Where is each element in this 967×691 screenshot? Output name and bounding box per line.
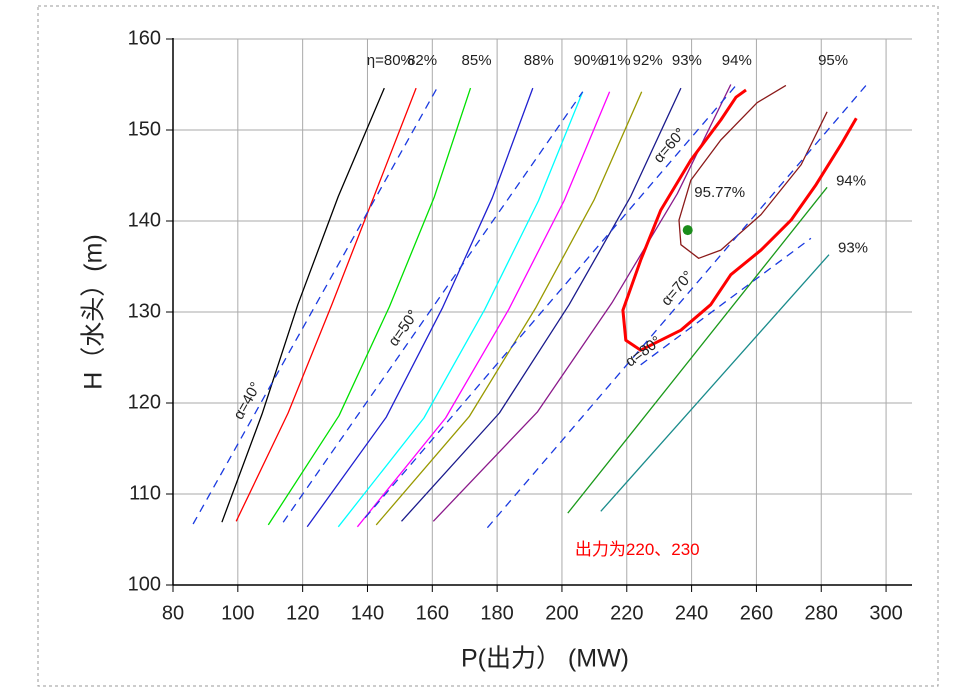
series-line — [235, 87, 417, 522]
series-label: α=60° — [650, 125, 689, 167]
series-line — [356, 91, 611, 528]
series-line — [192, 85, 440, 525]
series-line — [600, 254, 830, 512]
y-axis-title: H（水头）(m) — [80, 234, 108, 390]
x-tick-label: 180 — [480, 602, 513, 624]
series-line — [282, 91, 584, 523]
series-line — [432, 84, 732, 522]
x-tick-label: 120 — [286, 602, 319, 624]
series-label: α=50° — [385, 307, 422, 350]
x-tick-label: 240 — [675, 602, 708, 624]
annotation: 出力为220、230 — [575, 540, 700, 559]
y-tick-label: 110 — [129, 482, 161, 504]
y-tick-label: 120 — [128, 391, 161, 413]
series-label: 94% — [722, 52, 752, 69]
series-line — [364, 84, 737, 519]
x-tick-label: 260 — [740, 602, 773, 624]
point-label: 95.77% — [694, 184, 745, 201]
series-line — [621, 88, 858, 352]
x-tick-label: 80 — [162, 602, 184, 624]
y-tick-label: 160 — [128, 27, 161, 49]
series-line — [567, 186, 828, 514]
y-tick-label: 130 — [128, 300, 161, 322]
series-line — [640, 237, 812, 366]
series-label: 92% — [633, 52, 663, 69]
series-label: 82% — [407, 52, 437, 69]
series-line — [306, 87, 534, 528]
series-label: η=80% — [367, 52, 414, 69]
series-line — [486, 84, 867, 529]
y-tick-label: 140 — [128, 209, 161, 231]
x-tick-label: 140 — [351, 602, 384, 624]
series-label: α=40° — [230, 379, 264, 422]
series-label: α=70° — [658, 268, 697, 310]
series-line — [375, 91, 643, 526]
y-tick-label: 100 — [128, 573, 161, 595]
x-tick-label: 220 — [610, 602, 643, 624]
series-line — [267, 87, 472, 526]
x-tick-label: 160 — [416, 602, 449, 624]
series-line — [401, 87, 682, 522]
series-line — [337, 91, 584, 528]
x-tick-label: 300 — [869, 602, 902, 624]
series-label: 90% — [574, 52, 604, 69]
x-axis-title: P(出力） (MW) — [461, 645, 629, 673]
x-tick-label: 100 — [221, 602, 254, 624]
series-label: 94% — [836, 172, 866, 189]
series-label: 93% — [838, 240, 868, 257]
series-label: 91% — [601, 52, 631, 69]
y-tick-label: 150 — [128, 118, 161, 140]
optimum-point — [682, 225, 693, 236]
x-tick-label: 280 — [805, 602, 838, 624]
frame — [37, 5, 939, 687]
series-label: 93% — [672, 52, 702, 69]
series-label: 88% — [524, 52, 554, 69]
x-tick-label: 200 — [545, 602, 578, 624]
series-label: 85% — [462, 52, 492, 69]
series-line — [678, 84, 828, 259]
series-line — [221, 87, 385, 523]
series-label: 95% — [818, 52, 848, 69]
